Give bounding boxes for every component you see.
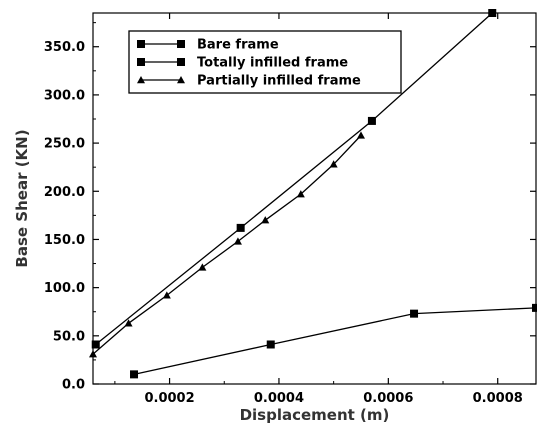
data-point	[367, 116, 376, 125]
data-point	[198, 263, 207, 271]
legend: Bare frame Totally infilled frame Partiall…	[128, 30, 402, 94]
legend-marker	[137, 40, 145, 48]
series-1	[130, 303, 537, 379]
series-layer	[89, 9, 537, 379]
series-3	[89, 131, 365, 358]
data-point	[356, 131, 365, 139]
data-point	[130, 370, 139, 379]
y-axis-title: Base Shear (KN)	[13, 129, 31, 267]
data-point	[91, 340, 100, 349]
x-tick-label: 0.0008	[473, 391, 523, 406]
legend-label: Partially infilled frame	[197, 74, 361, 89]
series-2	[91, 9, 497, 349]
data-point	[532, 303, 537, 312]
y-tick-label: 250.0	[44, 137, 85, 152]
x-tick-label: 0.0006	[363, 391, 413, 406]
x-axis-title: Displacement (m)	[240, 406, 390, 424]
series-line	[133, 307, 537, 375]
y-tick-label: 100.0	[44, 281, 85, 296]
legend-marker	[137, 58, 145, 66]
y-tick-label: 150.0	[44, 233, 85, 248]
data-point	[488, 9, 497, 17]
y-tick-label: 300.0	[44, 88, 85, 103]
data-point	[233, 237, 242, 245]
y-tick-label: 200.0	[44, 185, 85, 200]
data-point	[236, 223, 245, 232]
series-line	[92, 134, 362, 355]
y-tick-label: 0.0	[62, 378, 85, 393]
plot-frame	[92, 12, 537, 385]
legend-entry: Bare frame	[137, 38, 279, 53]
data-point	[89, 350, 97, 358]
legend-marker	[177, 58, 185, 66]
x-tick-label: 0.0004	[254, 391, 304, 406]
data-point	[410, 309, 419, 318]
x-tick-label: 0.0002	[144, 391, 194, 406]
legend-entry: Partially infilled frame	[137, 74, 361, 89]
series-line	[95, 12, 493, 345]
legend-marker	[177, 40, 185, 48]
data-point	[329, 160, 338, 168]
data-point	[261, 216, 270, 224]
legend-entry: Totally infilled frame	[137, 56, 348, 71]
axes: 0.0 50.0 100.0 150.0 200.0 250.0 300.0 350.0 0.0…	[44, 12, 537, 406]
legend-marker	[137, 76, 145, 84]
y-tick-label: 350.0	[44, 40, 85, 55]
data-point	[124, 319, 133, 327]
data-point	[296, 190, 305, 198]
legend-marker	[177, 76, 185, 84]
legend-label: Totally infilled frame	[197, 56, 348, 71]
data-point	[266, 340, 275, 349]
y-tick-label: 50.0	[53, 329, 85, 344]
legend-label: Bare frame	[197, 38, 279, 53]
data-point	[162, 291, 171, 299]
